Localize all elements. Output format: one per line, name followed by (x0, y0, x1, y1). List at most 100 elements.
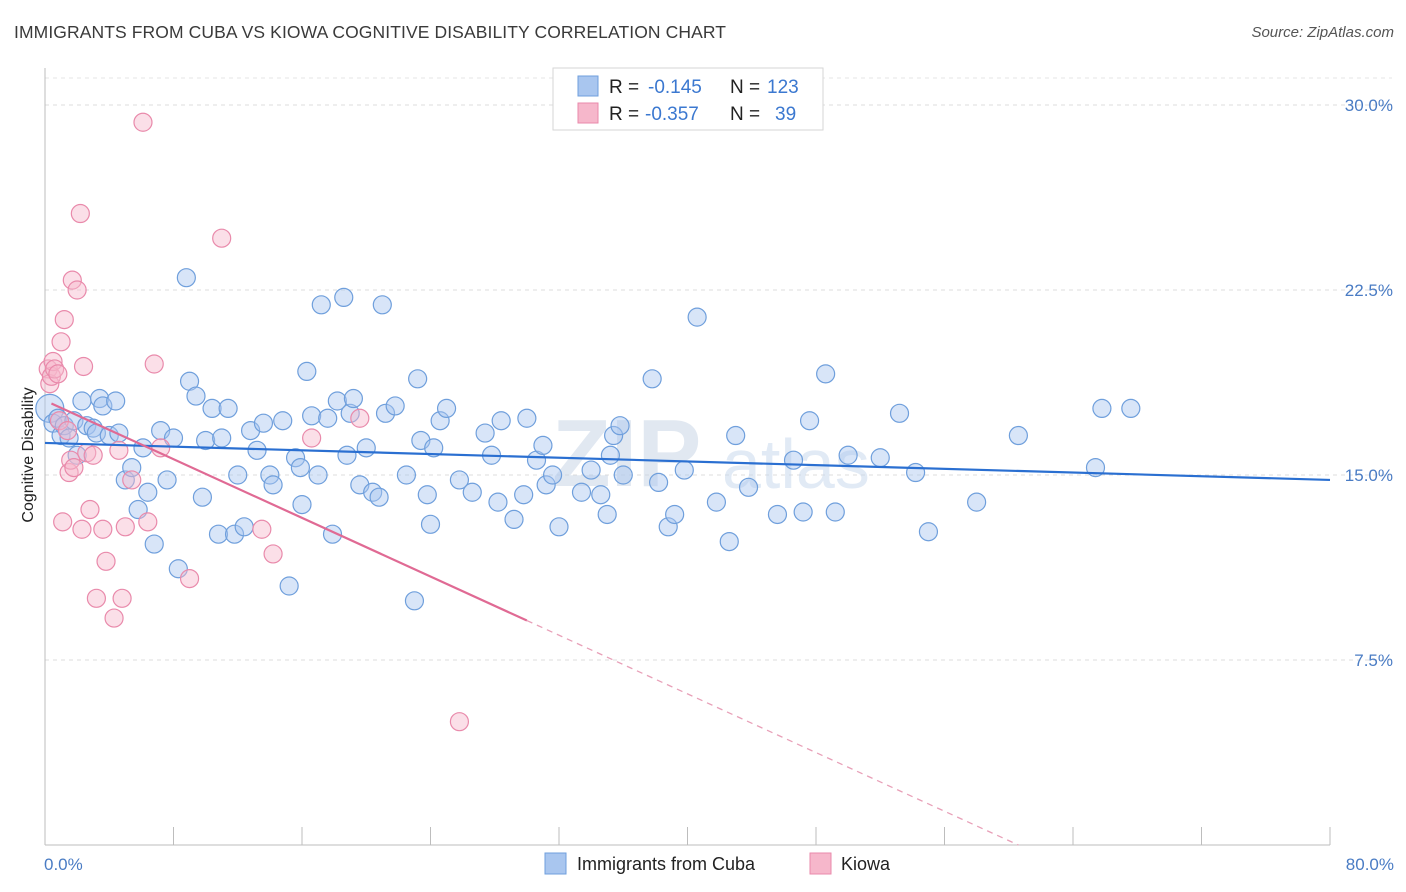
kiowa-point (212, 228, 232, 248)
kiowa-point (93, 519, 113, 539)
cuba-point (706, 492, 727, 512)
cuba-point (504, 509, 524, 530)
cuba-point (311, 295, 331, 315)
cuba-point (337, 445, 357, 465)
kiowa-point (67, 280, 87, 300)
trend-line-kiowa-extrapolated (526, 619, 1019, 846)
kiowa-point (263, 544, 283, 564)
legend-n-label-kiowa: N = (730, 104, 760, 125)
cuba-point (224, 524, 245, 544)
cuba-point (279, 576, 299, 596)
cuba-point (905, 462, 926, 483)
kiowa-point (64, 458, 84, 478)
trend-line-kiowa (50, 402, 528, 622)
kiowa-point (48, 364, 68, 384)
kiowa-point (350, 408, 370, 428)
cuba-point (202, 398, 222, 418)
kiowa-point (73, 356, 94, 377)
cuba-point (613, 465, 633, 485)
cuba-point (430, 411, 450, 431)
cuba-point (967, 492, 987, 512)
legend-n-value-kiowa: 39 (775, 104, 796, 125)
cuba-point (610, 416, 630, 436)
cuba-point (687, 307, 707, 327)
cuba-point (533, 435, 553, 455)
cuba-point (285, 448, 306, 468)
cuba-point (106, 391, 126, 411)
cuba-point (385, 396, 405, 416)
legend-r-value-kiowa: -0.357 (645, 104, 699, 125)
y-tick-label: 7.5% (1354, 651, 1393, 670)
y-tick-labels: 7.5% 15.0% 22.5% 30.0% (1345, 96, 1393, 670)
bottom-legend-label-cuba: Immigrants from Cuba (577, 854, 756, 874)
cuba-point (290, 458, 310, 478)
trend-line-cuba (44, 441, 1331, 482)
kiowa-point (449, 712, 470, 732)
cuba-point (263, 475, 283, 495)
cuba-point (424, 438, 444, 458)
chart-title: IMMIGRANTS FROM CUBA VS KIOWA COGNITIVE … (14, 22, 727, 42)
legend-r-value-cuba: -0.145 (648, 77, 702, 98)
cuba-point (1008, 425, 1028, 446)
cuba-point (327, 391, 347, 411)
series-kiowa-points (38, 112, 470, 732)
x-tick-labels: 0.0% 80.0% (44, 855, 1394, 874)
cuba-point (549, 517, 569, 537)
kiowa-point (122, 470, 142, 490)
cuba-point (648, 472, 669, 492)
cuba-point (340, 403, 360, 423)
cuba-point (889, 403, 910, 423)
cuba-point (870, 448, 890, 468)
kiowa-point (62, 270, 82, 290)
cuba-point (591, 485, 611, 505)
cuba-point (396, 465, 417, 485)
cuba-point (665, 504, 685, 525)
kiowa-point (112, 588, 132, 608)
source-credit: Source: ZipAtlas.com (1251, 24, 1394, 41)
cuba-point (356, 438, 376, 458)
cuba-point (767, 504, 788, 525)
cuba-point (816, 364, 836, 384)
cuba-point (247, 440, 267, 460)
cuba-point (253, 413, 274, 433)
cuba-point (475, 423, 495, 443)
cuba-point (793, 502, 813, 522)
cuba-point (536, 475, 556, 495)
cuba-point (115, 470, 135, 490)
kiowa-point (133, 112, 153, 132)
cuba-point (234, 517, 254, 537)
kiowa-point (80, 499, 100, 520)
cuba-point (436, 398, 457, 418)
kiowa-point (54, 310, 74, 330)
kiowa-point (57, 421, 78, 441)
cuba-point (658, 517, 678, 537)
cuba-point (517, 408, 537, 428)
cuba-point (186, 386, 206, 406)
cuba-point (297, 361, 317, 381)
kiowa-point (72, 519, 92, 539)
kiowa-point (252, 519, 272, 539)
cuba-point (600, 445, 621, 465)
cuba-point (192, 487, 213, 507)
bottom-legend: Immigrants from Cuba Kiowa (544, 852, 891, 875)
cuba-point (449, 470, 470, 490)
legend-swatch-kiowa (577, 102, 599, 124)
cuba-point (514, 485, 534, 505)
cuba-point (420, 514, 441, 534)
cuba-point (462, 482, 482, 502)
cuba-point (144, 534, 164, 554)
cuba-point (571, 482, 592, 502)
y-tick-label: 15.0% (1345, 466, 1393, 485)
cuba-point (292, 495, 312, 515)
cuba-point (218, 398, 238, 418)
cuba-point (363, 482, 383, 502)
cuba-point (375, 403, 396, 423)
y-tick-label: 22.5% (1345, 281, 1393, 300)
kiowa-point (43, 351, 63, 372)
cuba-point (604, 425, 624, 446)
cuba-point (542, 465, 563, 485)
cuba-point (738, 477, 759, 497)
cuba-point (408, 369, 428, 389)
cuba-point (343, 388, 363, 409)
